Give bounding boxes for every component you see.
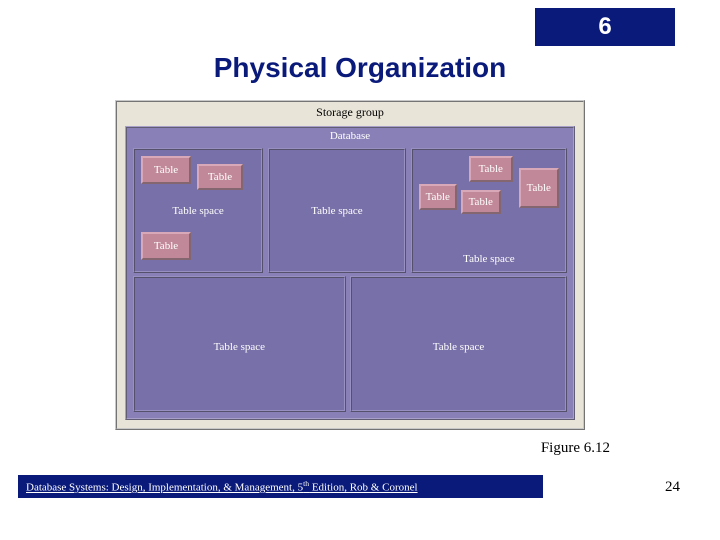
tablespace-label: Table space [270,205,405,217]
table-box: Table [141,232,191,260]
tablespace-4: Table space [133,276,346,412]
chapter-number: 6 [598,13,611,41]
physical-org-diagram: Storage group Database TableTableTable T… [115,100,585,430]
tablespace-label: Table space [413,253,565,265]
table-box: Table [141,156,191,184]
tablespace-5: Table space [350,276,567,412]
storage-group-label: Storage group [117,102,583,123]
storage-group: Storage group Database TableTableTable T… [115,100,585,430]
table-box: Table [419,184,457,210]
database-label: Database [127,128,573,144]
tablespace-2: Table space [268,148,407,273]
footer-citation: Database Systems: Design, Implementation… [18,475,543,498]
figure-caption: Figure 6.12 [541,440,610,457]
database: Database TableTableTable Table space Tab… [125,126,575,420]
footer-prefix: Database Systems: Design, Implementation… [26,482,303,494]
title-text: Physical Organization [214,52,507,83]
page-number: 24 [665,479,680,496]
table-box: Table [469,156,513,182]
tablespace-1: TableTableTable Table space [133,148,263,273]
table-box: Table [519,168,559,208]
page-title: Physical Organization [0,52,720,84]
footer-suffix: Edition, Rob & Coronel [309,482,417,494]
chapter-box: 6 [535,8,675,46]
table-box: Table [461,190,501,214]
table-box: Table [197,164,243,190]
tablespace-label: Table space [135,341,344,353]
tablespace-row-1: TableTableTable Table space Table space … [133,148,567,273]
tablespace-label: Table space [352,341,565,353]
tablespace-label: Table space [135,205,261,217]
tablespace-3: TableTableTableTable Table space [411,148,567,273]
tablespace-row-2: Table space Table space [133,276,567,412]
